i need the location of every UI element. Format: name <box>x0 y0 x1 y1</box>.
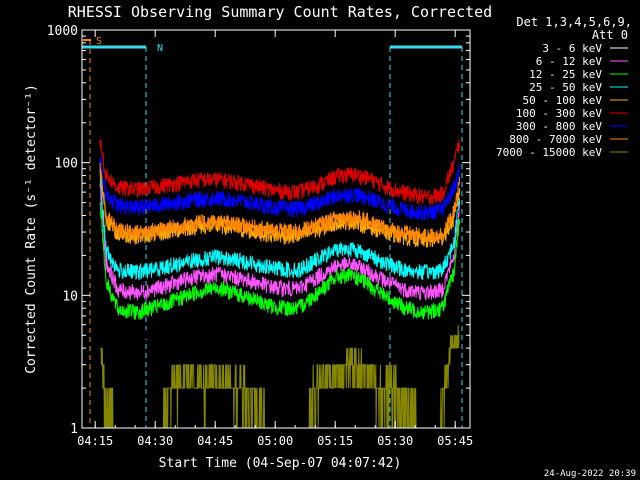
footer-timestamp: 24-Aug-2022 20:39 <box>544 469 636 479</box>
series-line-1 <box>99 180 461 301</box>
series-line-7 <box>99 169 461 245</box>
x-tick-label-0: 04:15 <box>77 434 113 448</box>
series-line-5 <box>99 139 461 205</box>
y-tick-label-3: 1000 <box>47 24 78 39</box>
legend-entry-4: 50 - 100 keV <box>523 94 603 107</box>
x-tick-label-1: 04:30 <box>137 434 173 448</box>
series-line-0 <box>99 207 461 350</box>
plot-frame <box>81 29 471 429</box>
legend-subtitle: Att 0 <box>592 28 628 42</box>
legend-entry-0: 3 - 6 keV <box>542 42 602 55</box>
legend-entry-2: 12 - 25 keV <box>529 68 602 81</box>
x-tick-label-2: 04:45 <box>197 434 233 448</box>
legend-entry-7: 800 - 7000 keV <box>509 133 602 146</box>
y-tick-label-1: 10 <box>62 289 78 304</box>
y-axis-label: Corrected Count Rate (s⁻¹ detector⁻¹) <box>24 84 39 374</box>
legend-entry-1: 6 - 12 keV <box>536 55 603 68</box>
x-tick-label-5: 05:30 <box>377 434 413 448</box>
series-line-8 <box>100 324 460 428</box>
series-line-3 <box>99 168 461 281</box>
series-layer <box>99 139 461 428</box>
y-tick-label-2: 100 <box>55 157 78 172</box>
legend-title: Det 1,3,4,5,6,9, <box>516 15 632 29</box>
x-axis: 04:15 04:30 04:45 05:00 05:15 05:30 05:45 <box>77 30 473 448</box>
x-axis-label: Start Time (04-Sep-07 04:07:42) <box>159 456 402 471</box>
flag-label-1: N <box>157 43 163 54</box>
legend-entry-6: 300 - 800 keV <box>516 120 602 133</box>
x-tick-label-3: 05:00 <box>257 434 293 448</box>
x-tick-label-4: 05:15 <box>317 434 353 448</box>
plot-area: SN <box>81 36 463 428</box>
legend-entry-5: 100 - 300 keV <box>516 107 602 120</box>
series-line-2 <box>99 202 461 320</box>
y-axis: 1 10 100 1000 <box>47 24 470 437</box>
chart-title: RHESSI Observing Summary Count Rates, Co… <box>68 3 492 21</box>
legend-entry-8: 7000 - 15000 keV <box>496 146 602 159</box>
series-line-6 <box>99 156 461 221</box>
y-tick-label-0: 1 <box>70 422 78 437</box>
flag-label-0: S <box>96 36 102 47</box>
legend-entry-3: 25 - 50 keV <box>529 81 602 94</box>
x-tick-label-6: 05:45 <box>437 434 473 448</box>
